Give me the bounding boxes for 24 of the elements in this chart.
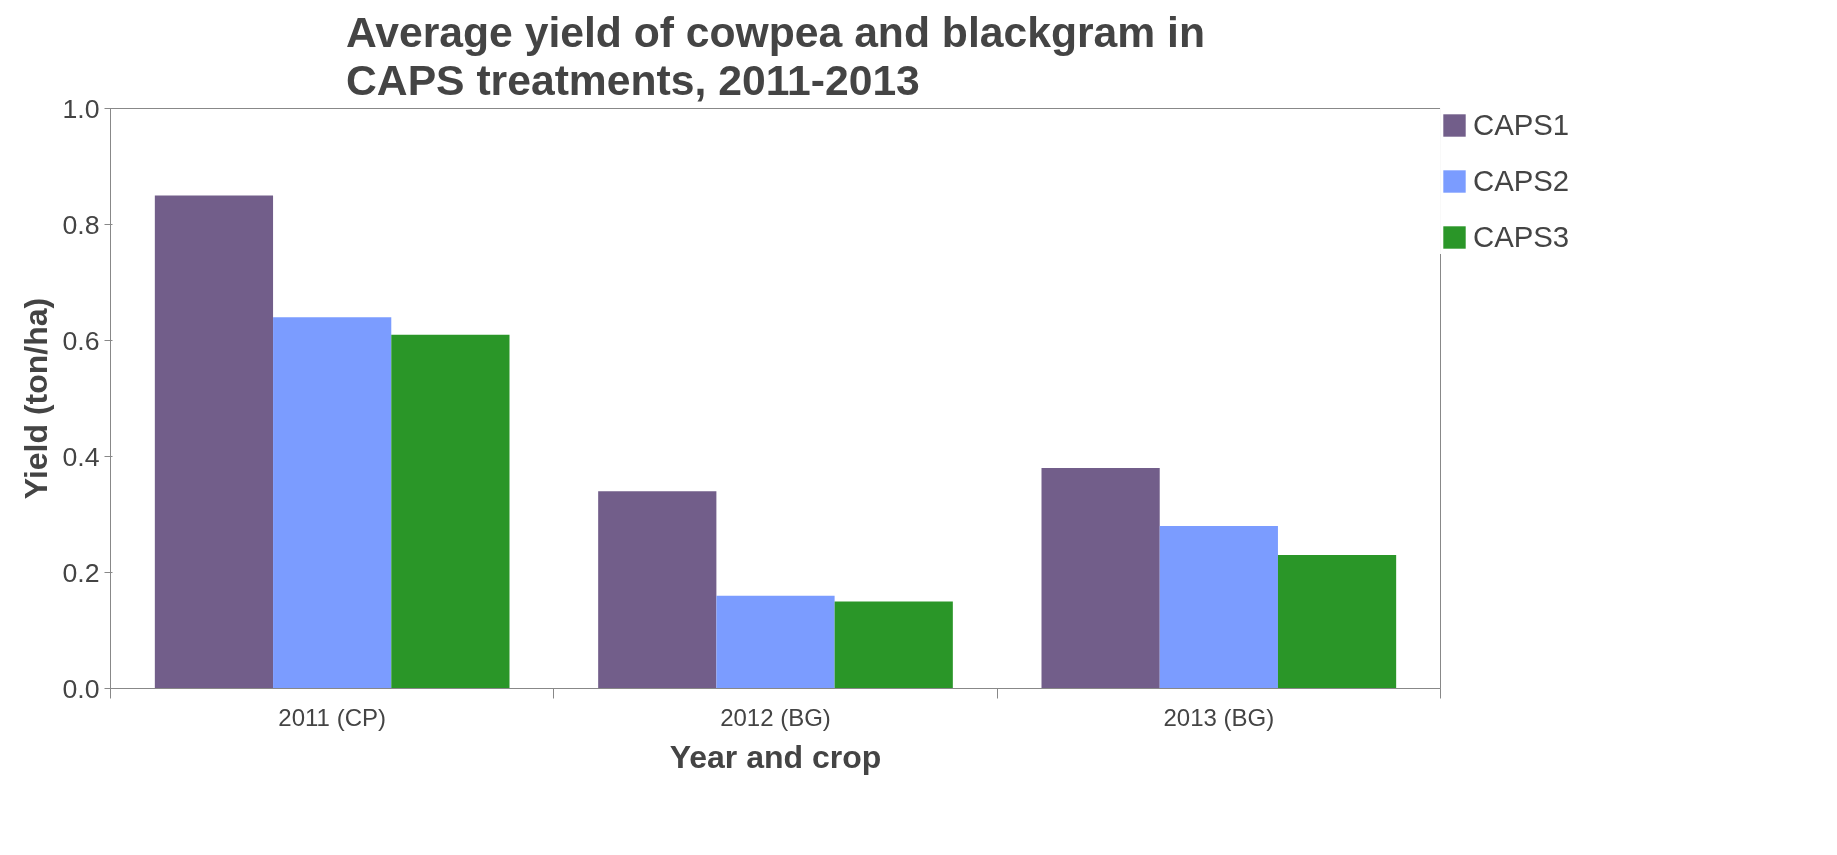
bar bbox=[1041, 468, 1160, 689]
y-tick-label: 0.4 bbox=[62, 441, 100, 472]
x-axis-title: Year and crop bbox=[669, 738, 882, 775]
bar bbox=[1159, 526, 1278, 689]
x-tick-label: 2013 (BG) bbox=[1163, 703, 1275, 731]
legend-label: CAPS2 bbox=[1473, 164, 1570, 198]
x-tick-label: 2012 (BG) bbox=[720, 703, 831, 731]
chart-title: Average yield of cowpea and blackgram in CAPS treatments, 2011-2013 bbox=[346, 7, 1205, 104]
y-tick-label: 0.2 bbox=[62, 557, 100, 588]
bar bbox=[598, 491, 717, 689]
y-axis-title: Yield (ton/ha) bbox=[18, 297, 55, 500]
x-tick-label: 2011 (CP) bbox=[278, 703, 386, 731]
bar bbox=[154, 195, 274, 689]
bar bbox=[1277, 555, 1397, 689]
y-tick-label: 0.0 bbox=[62, 673, 100, 704]
bar bbox=[391, 334, 510, 689]
y-tick-label: 0.6 bbox=[62, 325, 100, 356]
y-tick-label: 0.8 bbox=[62, 209, 100, 240]
y-tick-label: 1.0 bbox=[62, 93, 100, 124]
bar bbox=[834, 601, 953, 689]
bar bbox=[716, 595, 835, 689]
legend-label: CAPS3 bbox=[1473, 220, 1570, 254]
bar bbox=[273, 317, 392, 689]
legend-label: CAPS1 bbox=[1473, 108, 1570, 142]
